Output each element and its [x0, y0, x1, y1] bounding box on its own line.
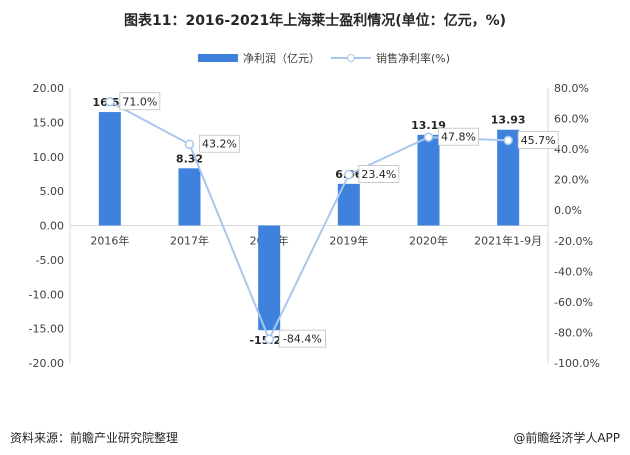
right-axis-tick-label: -80.0%	[554, 326, 593, 339]
left-axis-tick-label: 5.00	[40, 185, 65, 198]
line-data-label: 71.0%	[122, 95, 157, 108]
legend-bar-swatch	[198, 54, 238, 62]
bar-data-label: 13.19	[411, 119, 446, 132]
left-axis-tick-label: 20.00	[33, 82, 65, 95]
chart-title: 图表11：2016-2021年上海莱士盈利情况(单位：亿元，%)	[123, 13, 507, 29]
bar-data-label: 13.93	[491, 114, 526, 127]
right-axis-tick-label: -20.0%	[554, 235, 593, 248]
line-point-net-margin	[184, 139, 195, 149]
bar-data-label: 8.32	[176, 152, 203, 165]
line-point-net-margin	[264, 334, 274, 344]
line-data-label-box	[438, 127, 479, 146]
right-axis-tick-label: -100.0%	[554, 357, 600, 370]
bar-net-profit	[337, 183, 360, 226]
legend-item-net-profit: 净利润（亿元）	[198, 50, 320, 66]
right-axis-tick-label: 40.0%	[554, 143, 589, 156]
line-data-label: 43.2%	[202, 138, 237, 151]
right-axis-tick-label: -60.0%	[554, 296, 593, 309]
legend: 净利润（亿元） 销售净利率(%)	[0, 50, 630, 68]
bar-net-profit	[178, 168, 201, 226]
left-axis-tick-label: -20.00	[29, 357, 64, 370]
bar-net-profit	[258, 225, 281, 331]
brand-credit: @前瞻经济学人APP	[513, 431, 620, 445]
x-axis-tick-label: 2021年1-9月	[474, 234, 542, 248]
x-axis-tick-label: 2017年	[170, 234, 209, 248]
line-data-label: 45.7%	[521, 134, 556, 147]
left-axis-tick-label: -5.00	[36, 254, 64, 267]
line-point-net-margin	[503, 135, 513, 146]
left-axis-tick-label: -10.00	[29, 288, 64, 301]
line-point-net-margin	[423, 132, 434, 142]
line-point-net-margin	[105, 97, 115, 107]
right-axis-tick-label: -40.0%	[554, 265, 593, 278]
line-data-label: 23.4%	[361, 168, 396, 181]
right-axis-tick-label: 0.0%	[554, 204, 582, 217]
left-axis-tick-label: 10.00	[33, 151, 65, 164]
line-data-label-box	[199, 134, 240, 153]
left-axis-tick-label: 15.00	[33, 116, 65, 129]
x-axis-tick-label: 2019年	[329, 234, 368, 248]
left-axis-tick-label: 0.00	[40, 220, 65, 233]
legend-item-net-margin: 销售净利率(%)	[331, 50, 450, 66]
bar-net-profit	[98, 112, 121, 226]
bar-net-profit	[497, 129, 520, 226]
line-data-label-box	[517, 131, 559, 149]
line-data-label: -84.4%	[283, 333, 322, 346]
legend-label-net-profit: 净利润（亿元）	[243, 52, 320, 65]
legend-line-swatch	[331, 53, 371, 63]
right-axis-tick-label: 20.0%	[554, 174, 589, 187]
source-note: 资料来源：前瞻产业研究院整理	[10, 431, 179, 445]
left-axis-tick-label: -15.00	[29, 323, 64, 336]
x-axis-tick-label: 2020年	[409, 234, 448, 248]
line-point-net-margin	[344, 169, 354, 180]
right-axis-tick-label: 60.0%	[554, 113, 589, 126]
legend-label-net-margin: 销售净利率(%)	[376, 52, 451, 65]
x-axis-tick-label: 2016年	[90, 234, 129, 248]
line-data-label-box	[278, 329, 326, 348]
line-data-label: 47.8%	[441, 131, 476, 144]
right-axis-tick-label: 80.0%	[554, 82, 589, 95]
line-data-label-box	[119, 92, 161, 111]
bar-net-profit	[417, 134, 440, 226]
line-data-label-box	[358, 165, 400, 183]
